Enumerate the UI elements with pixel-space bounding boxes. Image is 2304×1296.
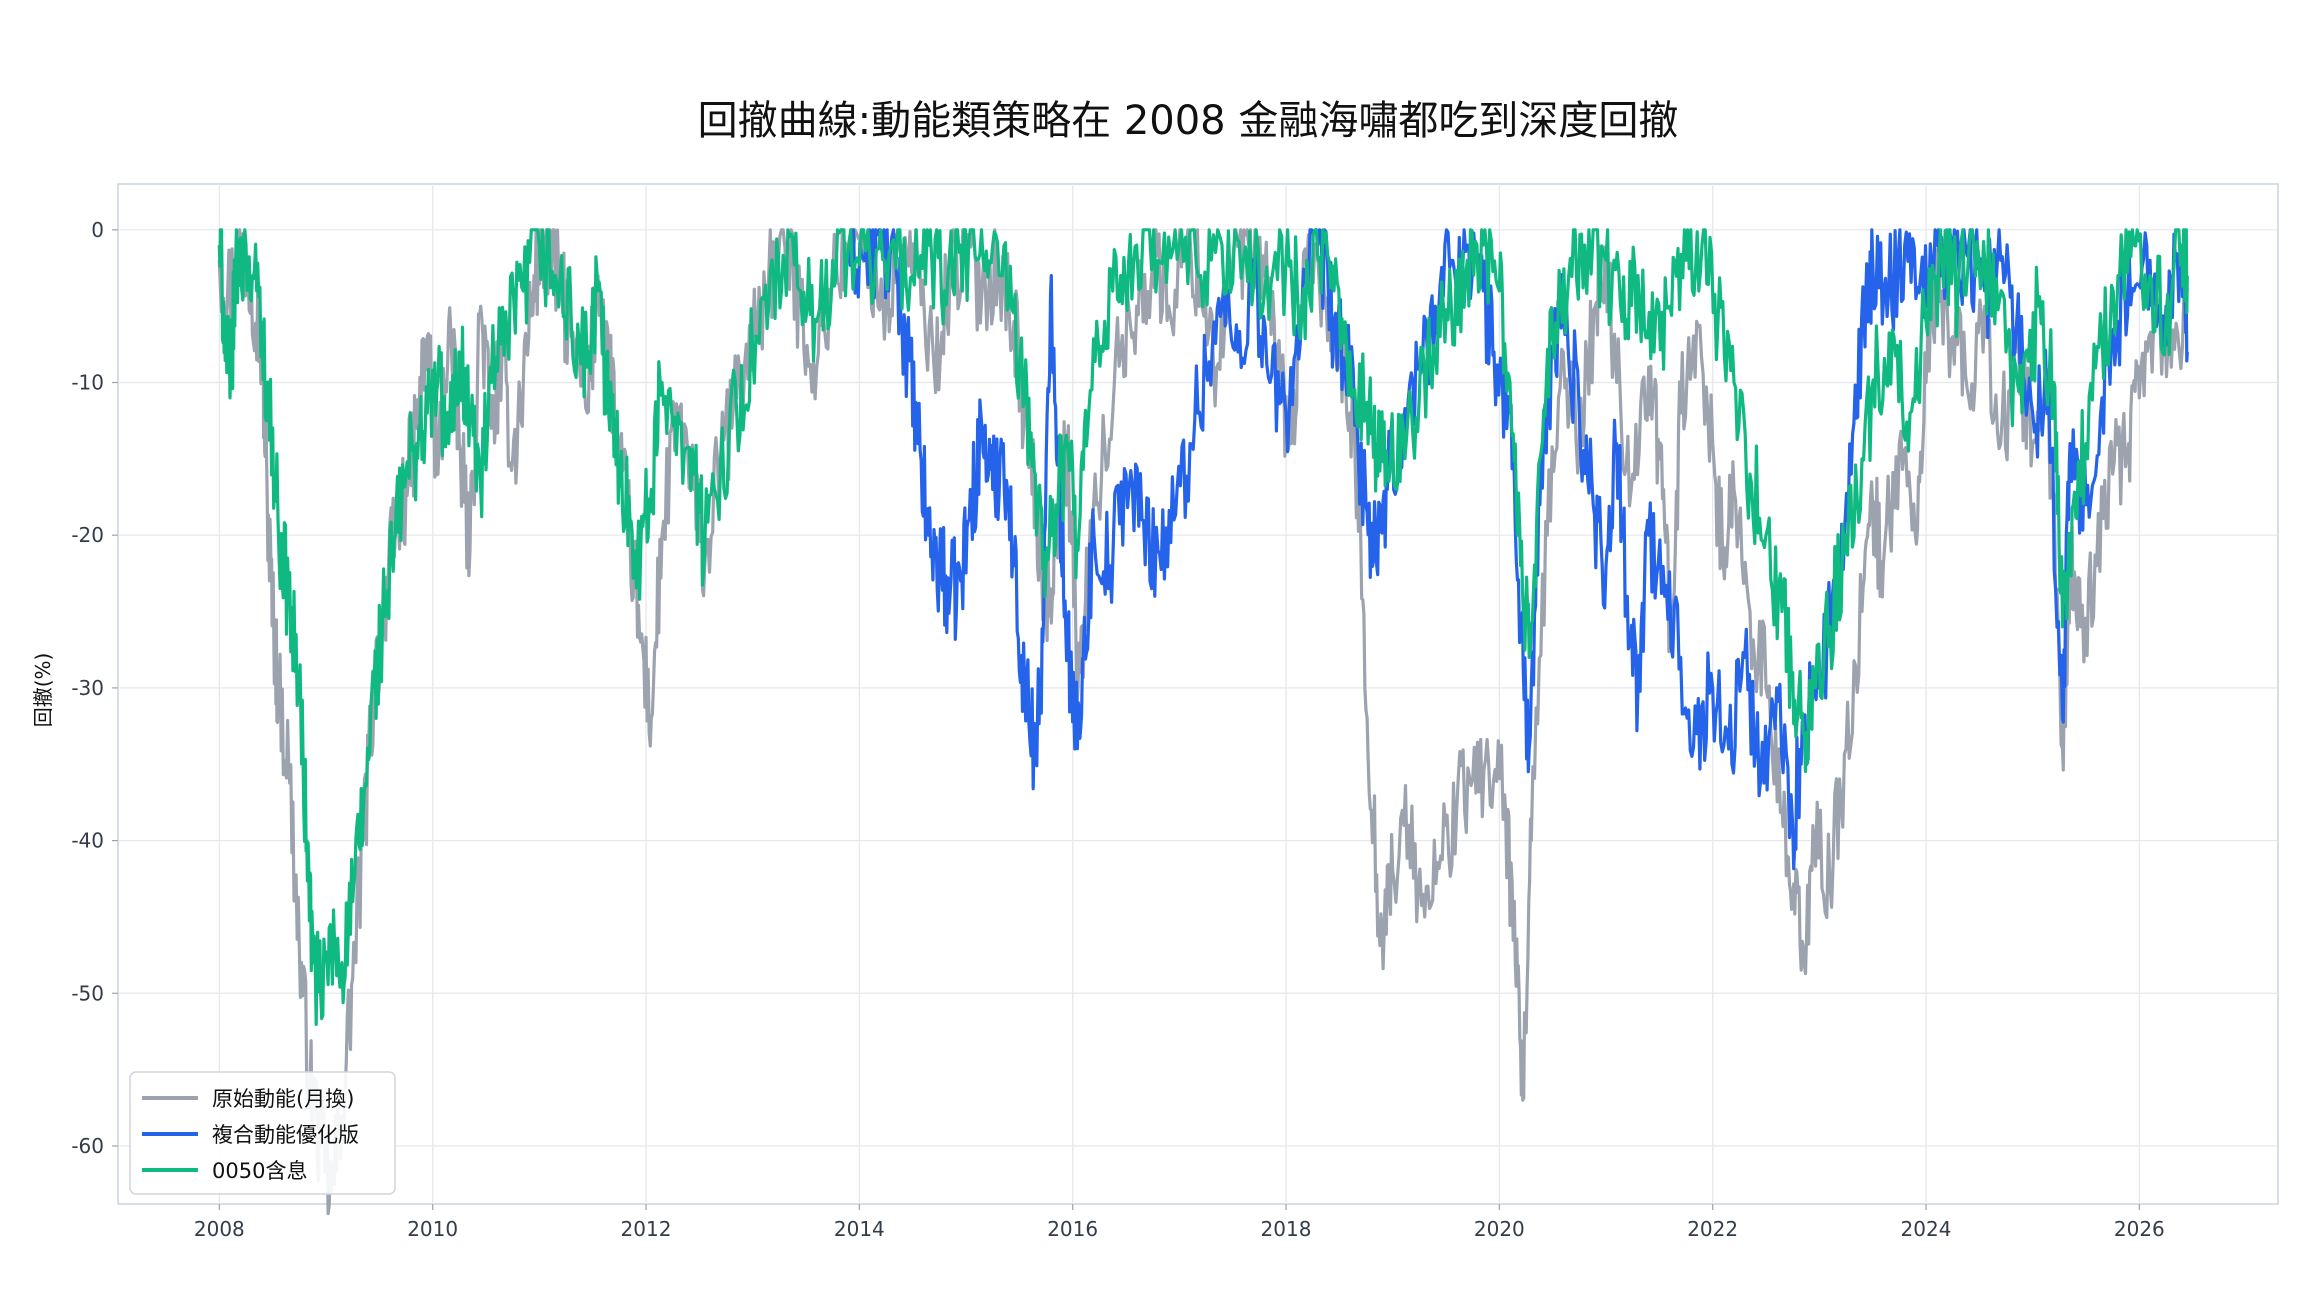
legend-label: 0050含息 bbox=[212, 1159, 307, 1183]
x-tick-label: 2024 bbox=[1901, 1217, 1952, 1241]
x-tick-label: 2022 bbox=[1687, 1217, 1738, 1241]
x-tick-label: 2008 bbox=[194, 1217, 245, 1241]
series-line-0 bbox=[217, 228, 2189, 1216]
legend-label: 複合動能優化版 bbox=[212, 1123, 359, 1147]
series-lines bbox=[217, 228, 2189, 1216]
x-tick-label: 2014 bbox=[834, 1217, 885, 1241]
y-tick-label: -40 bbox=[71, 829, 104, 853]
x-tick-label: 2018 bbox=[1261, 1217, 1312, 1241]
series-line-2 bbox=[217, 228, 2189, 1026]
x-tick-label: 2010 bbox=[407, 1217, 458, 1241]
chart-title: 回撤曲線:動能類策略在 2008 金融海嘯都吃到深度回撤 bbox=[698, 98, 1679, 144]
y-tick-label: -20 bbox=[71, 523, 104, 547]
legend-box bbox=[129, 1071, 396, 1195]
y-tick-label: -60 bbox=[71, 1134, 104, 1158]
legend: 原始動能(月換) 複合動能優化版 0050含息 bbox=[129, 1071, 396, 1195]
tick-labels: 2008 2010 2012 2014 2016 2018 2020 2022 2024 2026… bbox=[71, 218, 2164, 1241]
y-tick-label: -50 bbox=[71, 981, 104, 1005]
y-tick-label: 0 bbox=[91, 218, 104, 242]
x-tick-label: 2016 bbox=[1047, 1217, 1098, 1241]
x-tick-label: 2026 bbox=[2114, 1217, 2165, 1241]
x-tick-label: 2012 bbox=[621, 1217, 672, 1241]
legend-label: 原始動能(月換) bbox=[212, 1087, 354, 1111]
y-axis-label: 回撤(%) bbox=[31, 653, 55, 728]
y-tick-label: -10 bbox=[71, 371, 104, 395]
y-tick-label: -30 bbox=[71, 676, 104, 700]
x-tick-label: 2020 bbox=[1474, 1217, 1525, 1241]
